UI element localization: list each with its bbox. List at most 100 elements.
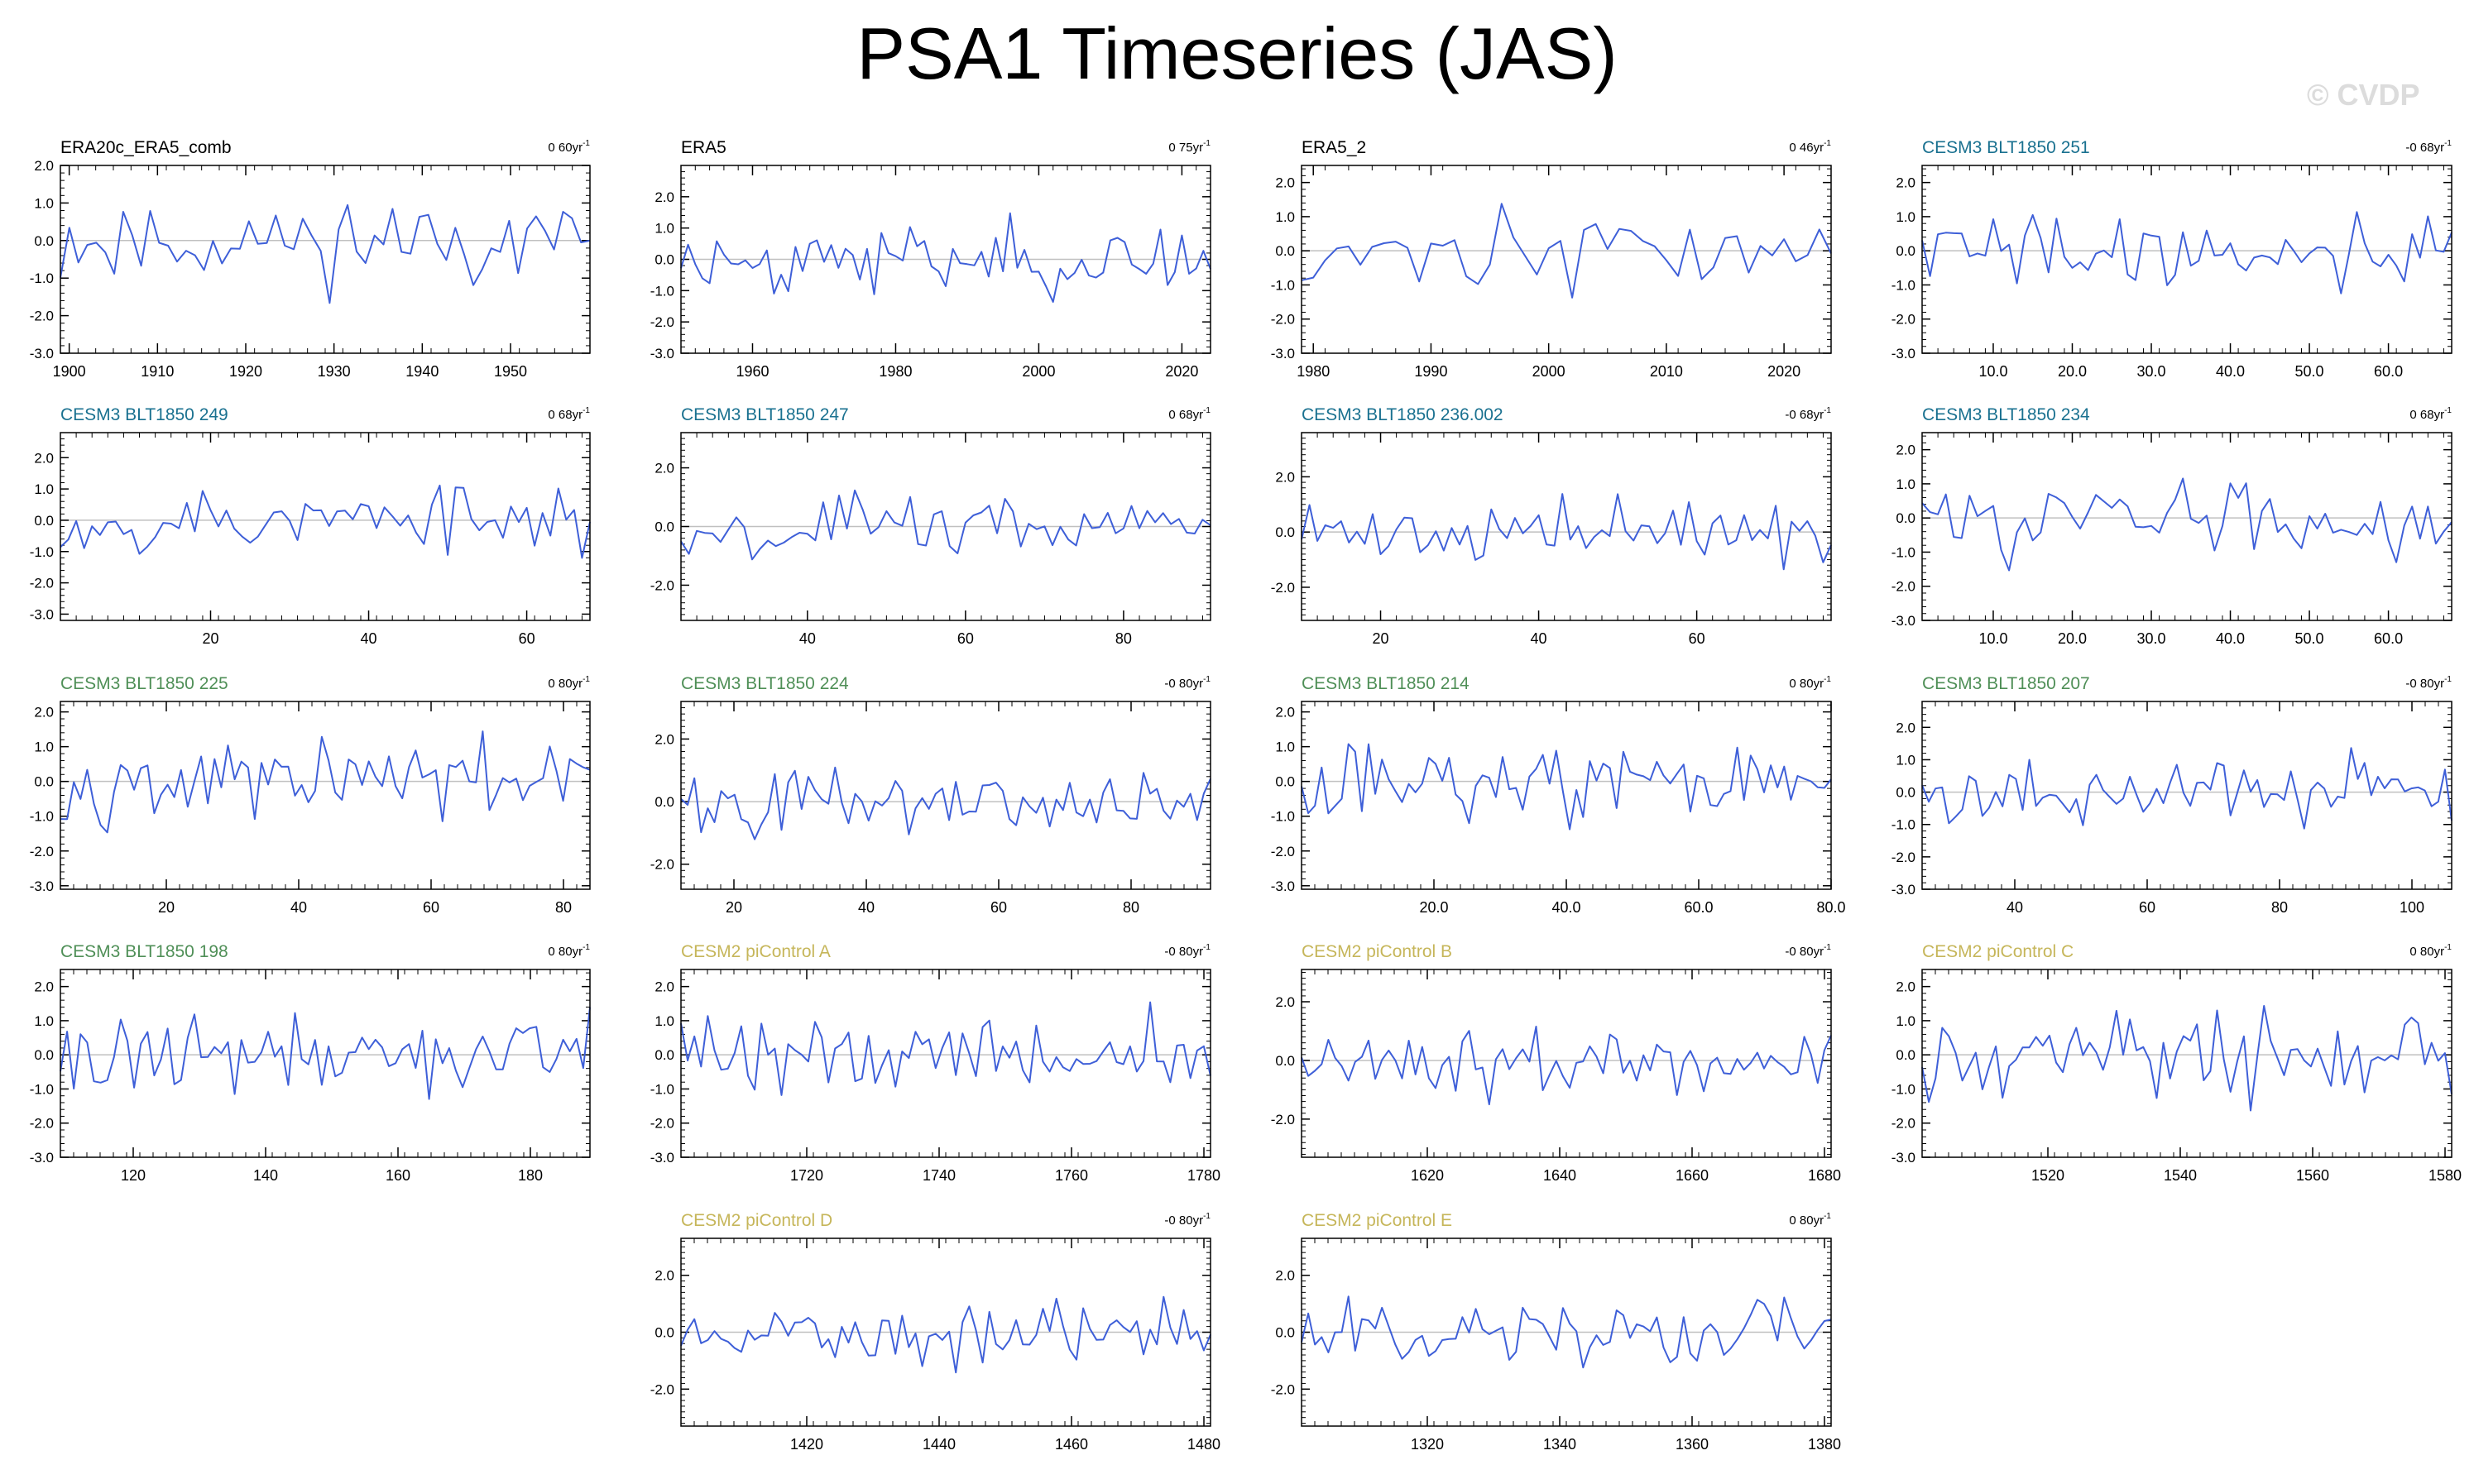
y-tick-label: 1.0 — [1896, 1013, 1915, 1029]
y-tick-label: 0.0 — [654, 1325, 674, 1341]
y-tick-label: 0.0 — [34, 774, 54, 790]
x-tick-label: 20 — [726, 899, 742, 916]
panel-title: CESM3 BLT1850 214 — [1302, 674, 1470, 693]
y-tick-label: -3.0 — [30, 878, 54, 894]
x-tick-label: 80 — [1115, 630, 1132, 647]
y-tick-label: -2.0 — [650, 314, 674, 330]
x-tick-label: 50.0 — [2295, 363, 2324, 380]
panel-title: ERA5_2 — [1302, 138, 1366, 157]
plot-frame — [1301, 432, 1832, 621]
chart-panel: CESM3 BLT1850 247 0 68yr-1 40 60 80 -2.0 0.0 2.… — [650, 405, 1211, 647]
y-tick-label: 2.0 — [34, 979, 54, 995]
x-tick-label: 1760 — [1055, 1167, 1088, 1184]
y-tick-label: 1.0 — [1275, 740, 1295, 755]
x-tick-label: 160 — [386, 1167, 410, 1184]
y-tick-label: 0.0 — [34, 233, 54, 249]
trend-label: 0 46yr-1 — [1789, 139, 1831, 155]
y-tick-label: 2.0 — [654, 189, 674, 205]
trend-label: 0 60yr-1 — [548, 139, 590, 155]
x-tick-label: 40 — [361, 630, 377, 647]
panel-title: CESM3 BLT1850 198 — [60, 942, 228, 961]
chart-panel: CESM3 BLT1850 236.002 -0 68yr-1 20 40 60 -2.0… — [1271, 405, 1832, 647]
x-tick-label: 1560 — [2296, 1167, 2329, 1184]
x-tick-label: 1990 — [1414, 363, 1447, 380]
x-tick-label: 80 — [2271, 899, 2288, 916]
y-tick-label: 2.0 — [34, 158, 54, 174]
x-tick-label: 1480 — [1187, 1436, 1220, 1453]
y-tick-label: 2.0 — [1896, 175, 1915, 191]
y-tick-label: 1.0 — [654, 1013, 674, 1029]
y-tick-label: 2.0 — [654, 1268, 674, 1284]
panel-title: ERA20c_ERA5_comb — [60, 138, 232, 157]
psa1-series-line — [1921, 1005, 2452, 1112]
x-tick-label: 1900 — [53, 363, 86, 380]
x-tick-label: 2020 — [1767, 363, 1800, 380]
x-tick-label: 1440 — [923, 1436, 956, 1453]
trend-label: 0 80yr-1 — [1789, 1212, 1831, 1228]
page-title: PSA1 Timeseries (JAS) — [856, 12, 1618, 94]
chart-panel: CESM3 BLT1850 225 0 80yr-1 20 40 60 80 -3.0 -2.… — [30, 674, 591, 916]
x-tick-label: 10.0 — [1978, 630, 2007, 647]
y-tick-label: 1.0 — [1896, 476, 1915, 492]
chart-panel: CESM3 BLT1850 251 -0 68yr-1 10.0 20.0 30.0 40… — [1891, 138, 2452, 380]
y-tick-label: 0.0 — [654, 519, 674, 535]
plot-frame — [680, 1237, 1211, 1427]
trend-label: -0 80yr-1 — [1785, 943, 1831, 959]
y-tick-label: 0.0 — [654, 252, 674, 268]
x-tick-label: 60 — [1689, 630, 1705, 647]
psa1-series-line — [680, 489, 1211, 561]
trend-label: -0 68yr-1 — [2405, 139, 2452, 155]
chart-panel: ERA20c_ERA5_comb 0 60yr-1 1900 1910 1920 1930… — [30, 138, 591, 380]
y-tick-label: 0.0 — [1275, 774, 1295, 790]
trend-label: 0 80yr-1 — [548, 943, 590, 959]
x-tick-label: 60 — [990, 899, 1007, 916]
y-tick-label: 2.0 — [1275, 994, 1295, 1010]
x-tick-label: 1540 — [2164, 1167, 2197, 1184]
chart-panel: CESM3 BLT1850 249 0 68yr-1 20 40 60 -3.0 -2.0 -… — [30, 405, 591, 647]
x-tick-label: 20.0 — [2058, 630, 2087, 647]
trend-label: 0 75yr-1 — [1168, 139, 1211, 155]
psa1-series-line — [1301, 493, 1832, 571]
psa1-series-line — [680, 766, 1211, 840]
psa1-series-line — [1921, 211, 2452, 294]
x-tick-label: 80 — [555, 899, 572, 916]
plot-frame — [1921, 165, 2452, 354]
x-tick-label: 50.0 — [2295, 630, 2324, 647]
y-tick-label: 2.0 — [654, 461, 674, 476]
y-tick-label: 1.0 — [34, 481, 54, 497]
y-tick-label: -3.0 — [1891, 613, 1915, 629]
y-tick-label: -2.0 — [650, 1116, 674, 1132]
x-tick-label: 2010 — [1650, 363, 1683, 380]
y-tick-label: -3.0 — [30, 346, 54, 361]
trend-label: 0 80yr-1 — [2409, 943, 2452, 959]
trend-label: -0 68yr-1 — [1785, 406, 1831, 422]
y-tick-label: -2.0 — [1271, 1112, 1295, 1127]
y-tick-label: 2.0 — [1896, 443, 1915, 458]
x-tick-label: 1360 — [1676, 1436, 1709, 1453]
chart-panel: CESM2 piControl E 0 80yr-1 1320 1340 1360 138… — [1271, 1211, 1841, 1453]
psa1-series-line — [680, 1295, 1211, 1374]
y-tick-label: 0.0 — [1275, 1325, 1295, 1341]
panel-title: ERA5 — [681, 138, 726, 157]
x-tick-label: 60 — [957, 630, 974, 647]
x-tick-label: 1640 — [1543, 1167, 1576, 1184]
y-tick-label: -2.0 — [650, 857, 674, 873]
plot-frame — [1301, 1237, 1832, 1427]
chart-panel: CESM3 BLT1850 198 0 80yr-1 120 140 160 180 -3.… — [30, 942, 591, 1184]
y-tick-label: 2.0 — [654, 731, 674, 747]
panel-title: CESM3 BLT1850 225 — [60, 674, 228, 693]
y-tick-label: 2.0 — [1275, 469, 1295, 485]
x-tick-label: 40.0 — [2216, 630, 2245, 647]
panel-title: CESM3 BLT1850 207 — [1922, 674, 2090, 693]
y-tick-label: -1.0 — [1891, 1081, 1915, 1097]
y-tick-label: -3.0 — [1891, 882, 1915, 898]
x-tick-label: 60 — [423, 899, 439, 916]
y-tick-label: 2.0 — [34, 705, 54, 720]
y-tick-label: 1.0 — [34, 740, 54, 755]
y-tick-label: 2.0 — [1896, 720, 1915, 735]
y-tick-label: -2.0 — [1271, 312, 1295, 328]
y-tick-label: 0.0 — [654, 794, 674, 810]
x-tick-label: 40 — [1531, 630, 1547, 647]
y-tick-label: -1.0 — [1271, 809, 1295, 825]
x-tick-label: 80 — [1123, 899, 1139, 916]
